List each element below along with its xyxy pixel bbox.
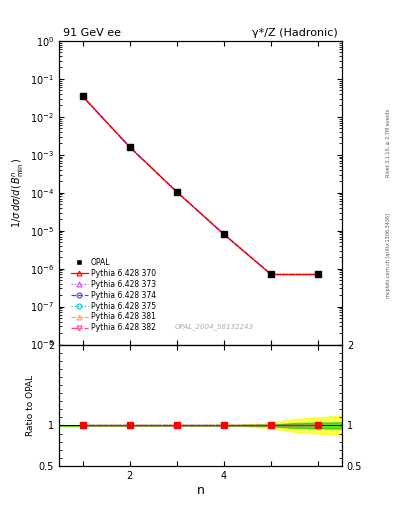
X-axis label: n: n (196, 483, 204, 497)
Y-axis label: Ratio to OPAL: Ratio to OPAL (26, 375, 35, 436)
Legend: OPAL, Pythia 6.428 370, Pythia 6.428 373, Pythia 6.428 374, Pythia 6.428 375, Py: OPAL, Pythia 6.428 370, Pythia 6.428 373… (68, 255, 158, 335)
Text: Rivet 3.1.10, ≥ 2.7M events: Rivet 3.1.10, ≥ 2.7M events (386, 109, 391, 178)
Text: 91 GeV ee: 91 GeV ee (63, 28, 121, 38)
Y-axis label: $1/\sigma\,d\sigma/d(\,B^n_{\rm min}\,)$: $1/\sigma\,d\sigma/d(\,B^n_{\rm min}\,)$ (10, 157, 26, 228)
Text: mcplots.cern.ch [arXiv:1306.3436]: mcplots.cern.ch [arXiv:1306.3436] (386, 214, 391, 298)
Text: γ*/Z (Hadronic): γ*/Z (Hadronic) (252, 28, 338, 38)
Text: OPAL_2004_S6132243: OPAL_2004_S6132243 (175, 323, 254, 330)
